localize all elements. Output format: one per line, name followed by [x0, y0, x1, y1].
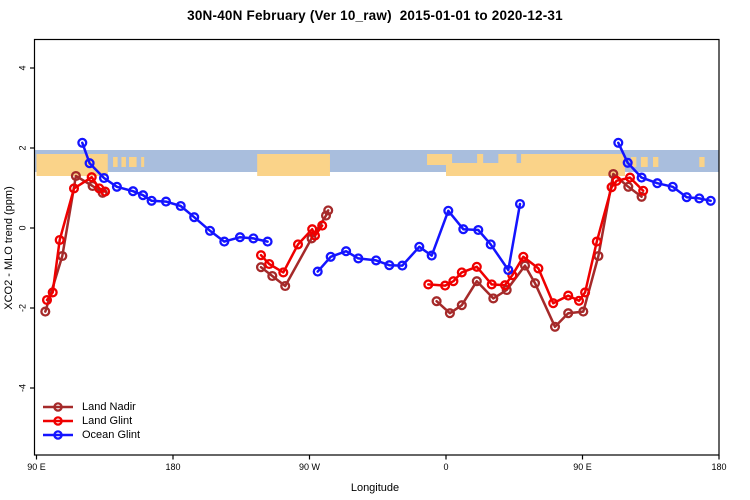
x-tick-label: 0	[443, 462, 448, 472]
map-band-sea	[516, 154, 522, 163]
ocean-glint-marker-icon	[43, 430, 73, 440]
map-band-island	[699, 157, 705, 167]
y-tick-label: 2	[18, 145, 28, 150]
legend-label: Land Nadir	[82, 401, 136, 413]
map-band-island	[121, 157, 126, 167]
x-tick-label: 90 E	[27, 462, 46, 472]
legend-label: Ocean Glint	[82, 429, 141, 441]
legend-item-land-glint: Land Glint	[42, 414, 140, 428]
map-band-land	[257, 154, 330, 176]
x-tick-label: 90 E	[573, 462, 592, 472]
legend-item-ocean-glint: Ocean Glint	[42, 428, 140, 442]
map-band-sea	[452, 154, 478, 163]
map-band-island	[113, 157, 118, 167]
chart-title: 30N-40N February (Ver 10_raw) 2015-01-01…	[187, 8, 563, 23]
x-tick-label: 180	[165, 462, 180, 472]
map-band-island	[653, 157, 659, 167]
map-band-island	[631, 157, 637, 167]
legend-label: Land Glint	[82, 415, 133, 427]
map-band-land	[427, 154, 446, 165]
x-axis-label: Longitude	[350, 482, 400, 494]
legend-item-land-nadir: Land Nadir	[42, 400, 140, 414]
x-tick-label: 180	[711, 462, 726, 472]
map-band-island	[129, 157, 137, 167]
plot-border	[33, 38, 720, 456]
y-axis-label: XCO2 - MLO trend (ppm)	[3, 186, 15, 310]
series-ocean-glint	[77, 137, 716, 277]
land-nadir-marker-icon	[43, 402, 73, 412]
legend: Land Nadir Land Glint Ocean Glint	[42, 400, 140, 442]
map-band-island	[141, 157, 145, 167]
y-tick-label: 0	[18, 225, 28, 230]
land-glint-marker-icon	[43, 416, 73, 426]
y-tick-label: -4	[18, 384, 28, 392]
y-tick-label: 4	[18, 65, 28, 70]
map-band-sea	[483, 154, 499, 163]
series-land-glint	[41, 172, 649, 309]
map-band-island	[640, 157, 648, 167]
x-tick-label: 90 W	[299, 462, 321, 472]
y-tick-label: -2	[18, 304, 28, 312]
